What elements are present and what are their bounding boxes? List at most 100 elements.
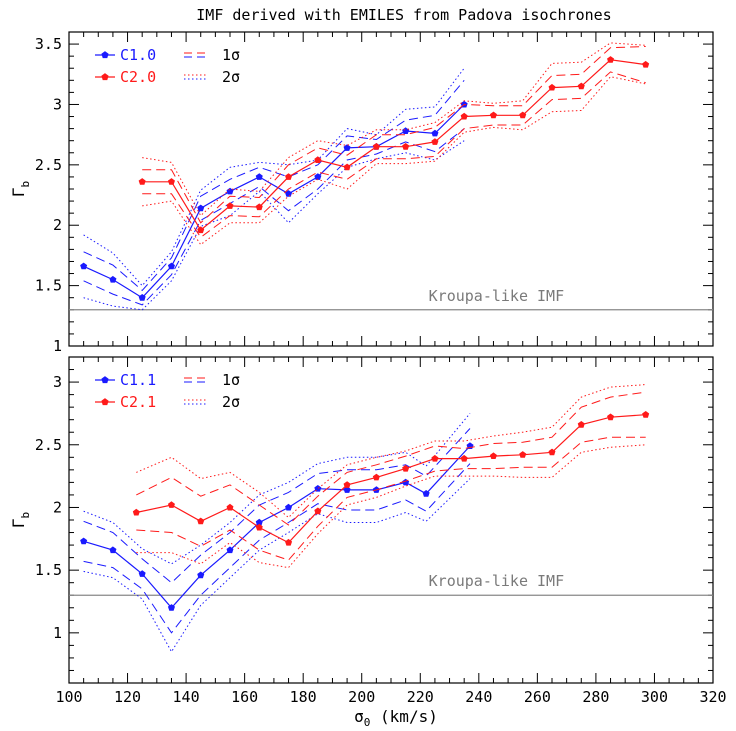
sigma1-lower-line	[142, 71, 646, 239]
x-tick-label: 140	[173, 688, 200, 706]
data-point	[80, 262, 88, 270]
data-point	[226, 546, 234, 554]
data-point	[548, 83, 556, 91]
data-point	[80, 537, 88, 545]
x-tick-label: 260	[524, 688, 551, 706]
data-point	[314, 156, 322, 164]
series-line	[83, 104, 465, 299]
data-point	[343, 144, 351, 151]
figure-title: IMF derived with EMILES from Padova isoc…	[196, 6, 611, 24]
data-point	[197, 517, 205, 525]
data-point	[138, 178, 146, 185]
y-tick-label: 2	[53, 216, 62, 234]
legend-marker	[101, 51, 109, 59]
data-point	[285, 173, 293, 180]
data-point	[460, 112, 468, 120]
data-point	[402, 464, 410, 472]
data-point	[138, 294, 146, 301]
data-point	[226, 503, 234, 511]
data-point	[167, 262, 175, 270]
series-line	[142, 59, 646, 232]
series-line	[136, 414, 646, 544]
data-point	[577, 82, 585, 90]
data-point	[138, 570, 146, 577]
sigma1-lower-line	[83, 128, 465, 306]
y-tick-label: 3.5	[35, 35, 62, 53]
data-point	[197, 226, 205, 234]
data-point	[343, 481, 351, 488]
legend-marker	[101, 73, 109, 81]
kroupa-label: Kroupa-like IMF	[429, 572, 564, 590]
data-point	[226, 187, 234, 195]
sigma2-upper-line	[142, 42, 646, 217]
kroupa-label: Kroupa-like IMF	[429, 287, 564, 305]
legend-label: C1.0	[120, 46, 156, 64]
sigma1-lower-line	[83, 463, 471, 634]
data-point	[431, 454, 439, 462]
series-line	[83, 445, 471, 609]
y-axis-label: Γb	[9, 181, 32, 197]
x-tick-label: 180	[290, 688, 317, 706]
legend-label: C1.1	[120, 371, 156, 389]
data-point	[314, 507, 322, 515]
data-point	[519, 451, 527, 458]
data-point	[489, 452, 497, 460]
data-point	[460, 454, 468, 462]
sigma2-lower-line	[136, 444, 646, 569]
data-point	[402, 127, 410, 135]
x-tick-label: 320	[699, 688, 726, 706]
y-tick-label: 2.5	[35, 156, 62, 174]
sigma2-upper-line	[83, 413, 471, 565]
x-tick-label: 300	[641, 688, 668, 706]
data-point	[109, 546, 117, 554]
y-tick-label: 1.5	[35, 561, 62, 579]
data-point	[109, 275, 117, 283]
plot-frame	[68, 31, 714, 347]
data-point	[642, 60, 650, 68]
legend-marker	[101, 398, 109, 406]
data-point	[226, 202, 234, 209]
y-tick-label: 1.5	[35, 277, 62, 295]
y-tick-label: 1	[53, 337, 62, 355]
data-point	[285, 538, 293, 546]
sigma1-upper-line	[136, 391, 646, 526]
sigma2-lower-line	[142, 76, 646, 246]
panel-top: 1 1.5 2 2.5 3 3.5 Γb Kroupa-like IMF C1.0 C2.0 1σ 2…	[9, 31, 714, 355]
data-point	[343, 486, 351, 493]
legend-label: 1σ	[222, 46, 240, 64]
panel-bottom: 100 120 140 160 180 200 220 240 260 280 300 320 1 1.5…	[9, 356, 727, 706]
data-point	[197, 204, 205, 212]
data-point	[402, 143, 410, 150]
data-point	[314, 485, 322, 492]
y-tick-label: 3	[53, 373, 62, 391]
sigma2-lower-line	[83, 478, 471, 653]
data-point	[372, 473, 380, 481]
sigma1-lower-line	[136, 436, 646, 561]
sigma1-upper-line	[142, 46, 646, 224]
sigma2-upper-line	[136, 384, 646, 519]
data-point	[167, 604, 175, 611]
data-point	[489, 111, 497, 119]
data-point	[642, 411, 650, 418]
x-tick-label: 240	[465, 688, 492, 706]
data-point	[167, 501, 175, 508]
data-point	[285, 503, 293, 511]
data-point	[197, 571, 205, 579]
x-axis-label: σ0 (km/s)	[354, 707, 438, 729]
data-point	[255, 203, 263, 211]
x-tick-label: 280	[582, 688, 609, 706]
legend-label: 2σ	[222, 68, 240, 86]
x-tick-label: 100	[55, 688, 82, 706]
data-point	[255, 523, 263, 531]
sigma2-upper-line	[83, 67, 465, 287]
legend-label: C2.1	[120, 393, 156, 411]
data-point	[422, 490, 430, 497]
sigma1-upper-line	[83, 428, 471, 584]
legend-label: 2σ	[222, 393, 240, 411]
y-axis-label: Γb	[9, 512, 32, 528]
legend-label: C2.0	[120, 68, 156, 86]
data-point	[372, 143, 380, 150]
data-point	[431, 129, 439, 137]
sigma1-upper-line	[83, 79, 465, 292]
